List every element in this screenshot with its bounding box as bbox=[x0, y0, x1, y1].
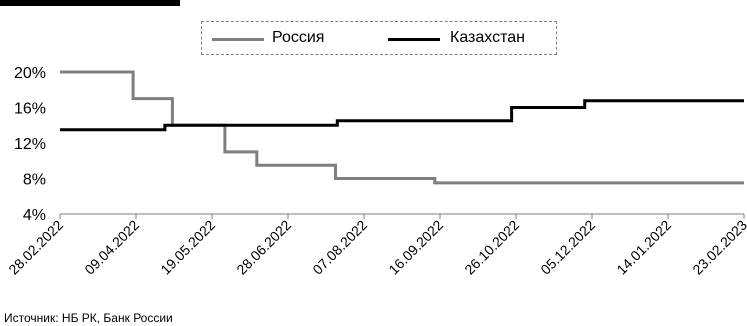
x-tick-label: 23.02.2023 bbox=[689, 217, 747, 278]
y-tick-label: 4% bbox=[23, 207, 46, 224]
y-tick-labels: 20% 16% 12% 8% 4% bbox=[14, 65, 46, 224]
x-tick-label: 05.12.2022 bbox=[537, 217, 598, 278]
legend-label-russia: Россия bbox=[272, 29, 325, 46]
y-tick-label: 8% bbox=[23, 172, 46, 189]
legend-swatch-russia bbox=[212, 38, 264, 41]
x-tick-labels: 28.02.2022 09.04.2022 19.05.2022 28.06.2022… bbox=[5, 217, 747, 278]
x-tick-label: 16.09.2022 bbox=[385, 217, 446, 278]
x-tick-label: 28.06.2022 bbox=[233, 217, 294, 278]
y-tick-label: 12% bbox=[14, 136, 46, 153]
source-note: Источник: НБ РК, Банк России bbox=[4, 311, 173, 325]
x-tick-label: 28.02.2022 bbox=[5, 217, 66, 278]
x-tick-label: 07.08.2022 bbox=[309, 217, 370, 278]
y-tick-label: 20% bbox=[14, 65, 46, 82]
series-line-russia bbox=[60, 70, 744, 185]
legend-swatch-kazakhstan bbox=[388, 38, 440, 41]
x-tick-label: 09.04.2022 bbox=[81, 217, 142, 278]
x-tick-label: 19.05.2022 bbox=[157, 217, 218, 278]
x-tick-label: 14.01.2022 bbox=[613, 217, 674, 278]
title-remnant-bar bbox=[0, 0, 180, 6]
chart-axes bbox=[59, 213, 745, 219]
legend-label-kazakhstan: Казахстан bbox=[450, 29, 525, 46]
y-tick-label: 16% bbox=[14, 101, 46, 118]
x-tick-label: 26.10.2022 bbox=[461, 217, 522, 278]
series-line-kazakhstan bbox=[60, 99, 744, 132]
chart-series-layer bbox=[60, 70, 744, 185]
chart-legend: Россия Казахстан bbox=[201, 21, 557, 55]
